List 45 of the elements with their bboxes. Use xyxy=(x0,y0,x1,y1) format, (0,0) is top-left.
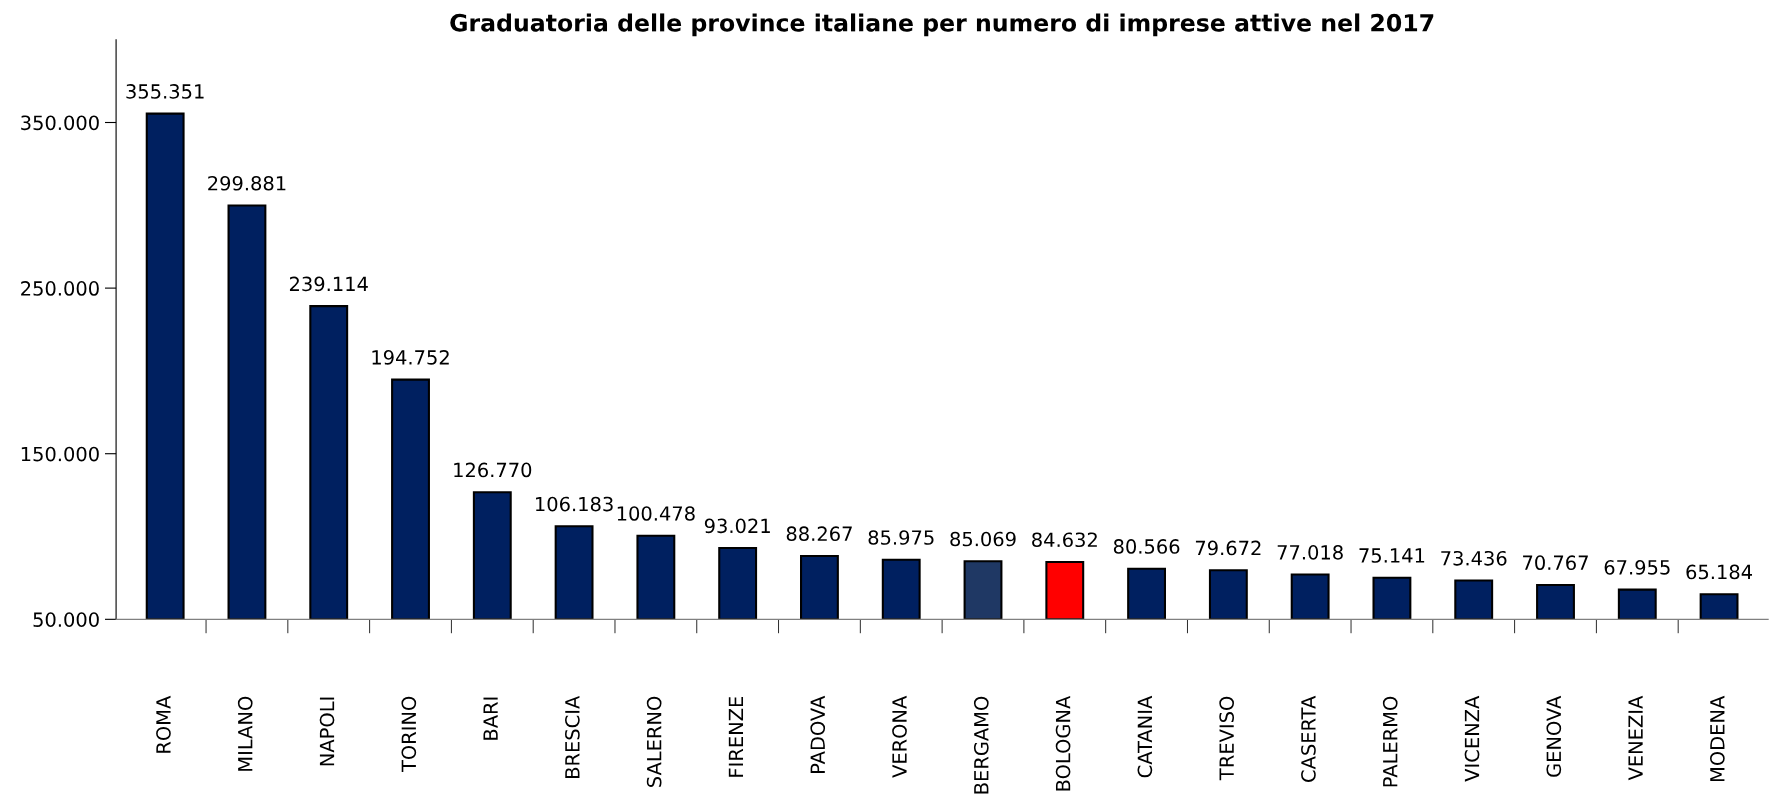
x-tick-label: CATANIA xyxy=(1137,695,1153,778)
data-label: 67.955 xyxy=(1604,560,1670,575)
x-tick-label: BERGAMO xyxy=(973,696,989,794)
x-tick-label: MODENA xyxy=(1710,695,1725,781)
y-tick-label: 250.000 xyxy=(21,281,99,296)
data-label: 106.183 xyxy=(536,496,613,512)
data-label: 194.752 xyxy=(372,350,449,365)
x-tick-label: BARI xyxy=(483,697,498,740)
y-tick-label: 350.000 xyxy=(21,115,99,131)
x-tick-label: TREVISO xyxy=(1219,696,1234,781)
data-label: 93.021 xyxy=(704,518,770,534)
x-tick-label: VERONA xyxy=(892,695,907,778)
data-label: 126.770 xyxy=(454,462,532,478)
x-tick-label: BRESCIA xyxy=(565,695,580,778)
data-label: 80.566 xyxy=(1113,539,1180,554)
data-label: 79.672 xyxy=(1195,540,1261,556)
data-label: 77.018 xyxy=(1277,544,1343,560)
data-label: 100.478 xyxy=(617,506,695,521)
x-tick-label: SALERNO xyxy=(646,696,662,787)
data-label: 70.767 xyxy=(1523,555,1588,571)
data-label: 239.114 xyxy=(289,276,368,292)
data-label: 73.436 xyxy=(1441,550,1507,566)
x-tick-label: GENOVA xyxy=(1546,695,1562,777)
data-label: 84.632 xyxy=(1032,532,1097,548)
x-tick-label: ROMA xyxy=(156,695,171,753)
x-tick-label: VICENZA xyxy=(1464,695,1480,782)
data-label: 85.975 xyxy=(868,530,934,545)
data-label: 75.141 xyxy=(1359,548,1425,563)
data-label: 355.351 xyxy=(126,84,204,99)
x-tick-label: TORINO xyxy=(401,696,417,773)
chart-title: Graduatoria delle province italiane per numero di imprese attive nel 2017 xyxy=(450,13,1434,37)
x-tick-label: CASERTA xyxy=(1301,695,1316,782)
x-tick-label: NAPOLI xyxy=(319,697,335,766)
x-tick-label: BOLOGNA xyxy=(1055,695,1071,791)
data-label: 65.184 xyxy=(1686,564,1752,580)
x-tick-label: FIRENZE xyxy=(728,696,744,777)
x-tick-label: PALERMO xyxy=(1382,696,1398,787)
data-label: 299.881 xyxy=(208,175,286,191)
data-label: 85.069 xyxy=(950,531,1016,547)
y-tick-label: 150.000 xyxy=(21,446,99,462)
data-label: 88.267 xyxy=(786,526,852,542)
x-tick-label: VENEZIA xyxy=(1628,695,1643,781)
x-tick-label: MILANO xyxy=(237,696,253,771)
y-tick-label: 50.000 xyxy=(33,612,99,627)
x-tick-label: PADOVA xyxy=(810,695,826,773)
